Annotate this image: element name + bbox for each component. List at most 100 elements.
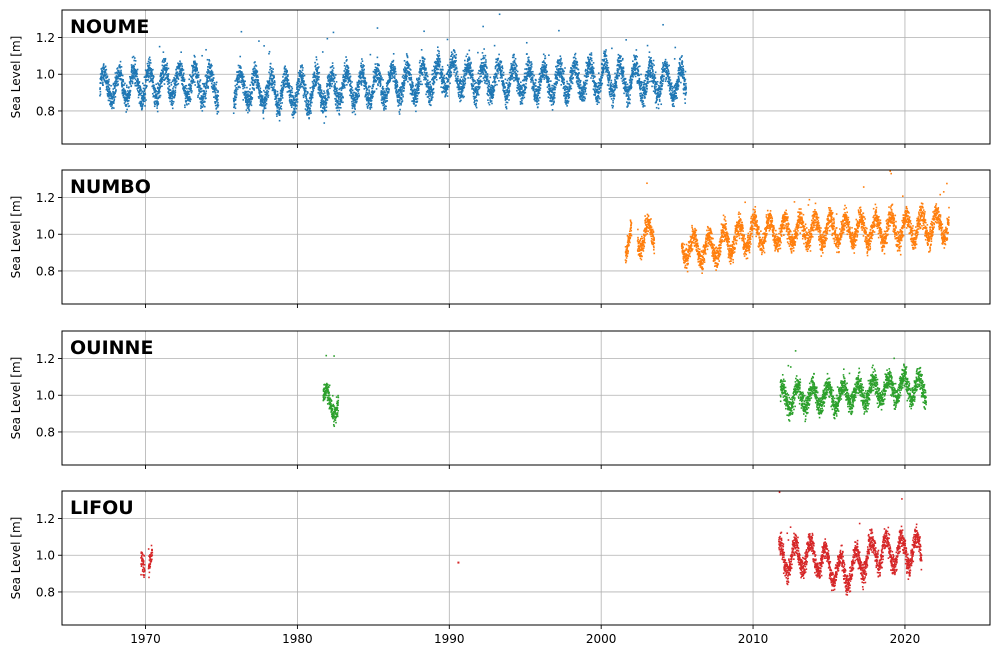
data-point: [460, 83, 463, 85]
data-point: [358, 83, 361, 85]
data-point: [518, 78, 520, 81]
data-point: [385, 87, 388, 90]
data-point: [473, 103, 476, 106]
data-point: [209, 67, 212, 70]
data-point: [266, 89, 268, 92]
data-point: [242, 76, 244, 78]
data-point: [472, 95, 475, 98]
data-point: [393, 65, 395, 68]
data-point: [362, 75, 365, 78]
data-point: [344, 68, 347, 70]
data-point: [330, 78, 332, 80]
data-point: [342, 87, 344, 90]
data-point: [261, 96, 264, 99]
data-point: [176, 74, 178, 77]
data-point: [248, 99, 251, 101]
data-point: [326, 76, 329, 78]
data-point: [161, 80, 164, 83]
data-point: [158, 88, 161, 90]
data-point: [448, 86, 450, 88]
data-point: [464, 66, 466, 69]
data-point: [415, 104, 417, 107]
data-point: [240, 67, 242, 69]
data-point: [360, 76, 363, 79]
data-point: [426, 81, 428, 83]
data-point: [355, 101, 358, 104]
data-point: [155, 90, 157, 92]
data-point: [308, 117, 310, 120]
data-point: [510, 62, 512, 65]
data-point: [366, 107, 369, 109]
data-point: [405, 77, 408, 80]
data-point: [216, 100, 218, 102]
data-point: [513, 56, 515, 58]
data-point: [286, 69, 288, 72]
data-point: [259, 87, 262, 90]
data-point: [235, 90, 238, 92]
data-point: [399, 86, 401, 89]
data-point: [512, 70, 514, 72]
data-point: [135, 71, 138, 73]
data-point: [454, 64, 457, 66]
data-point: [210, 69, 213, 72]
data-point: [170, 84, 173, 86]
data-point: [163, 83, 166, 85]
data-point: [101, 71, 104, 73]
data-point: [514, 79, 517, 81]
data-point: [366, 105, 369, 108]
data-point: [347, 74, 349, 77]
data-point: [155, 95, 158, 98]
data-point: [401, 83, 404, 85]
data-point: [495, 61, 498, 63]
data-point: [99, 94, 101, 97]
data-point: [345, 66, 347, 68]
data-point: [257, 84, 260, 86]
data-point: [474, 100, 476, 102]
data-point: [290, 99, 293, 101]
data-point: [472, 80, 475, 83]
data-point: [432, 73, 435, 75]
data-point: [521, 86, 523, 89]
data-point: [99, 88, 101, 91]
data-point: [241, 71, 243, 73]
data-point: [154, 103, 157, 106]
data-point: [340, 97, 342, 99]
data-point: [129, 83, 132, 85]
data-point: [456, 82, 458, 84]
data-point: [327, 80, 330, 82]
data-point: [421, 83, 423, 86]
data-point: [441, 91, 444, 94]
data-point: [192, 65, 195, 67]
data-point: [382, 87, 385, 90]
data-point: [479, 79, 482, 82]
data-point: [281, 102, 283, 104]
data-point: [390, 62, 392, 65]
data-point: [492, 85, 494, 88]
data-point: [333, 76, 336, 79]
data-point: [292, 110, 295, 112]
data-point: [460, 99, 462, 102]
data-point: [346, 72, 348, 75]
data-point: [187, 98, 190, 101]
data-point: [233, 100, 235, 102]
data-point: [280, 98, 282, 100]
data-point: [521, 99, 523, 102]
data-point: [424, 72, 426, 74]
data-point: [375, 68, 378, 71]
data-point: [429, 93, 432, 96]
data-point: [124, 90, 127, 92]
data-point: [376, 70, 378, 72]
data-point: [312, 88, 314, 90]
data-point: [155, 93, 158, 96]
data-point: [405, 78, 408, 81]
data-point: [274, 81, 276, 84]
data-point: [262, 110, 265, 113]
data-point: [324, 99, 327, 102]
data-point: [168, 89, 170, 92]
data-point: [312, 86, 315, 88]
data-point: [275, 97, 277, 100]
data-point: [114, 92, 116, 95]
data-point: [322, 110, 325, 113]
data-point: [442, 86, 445, 88]
data-point: [252, 77, 254, 79]
